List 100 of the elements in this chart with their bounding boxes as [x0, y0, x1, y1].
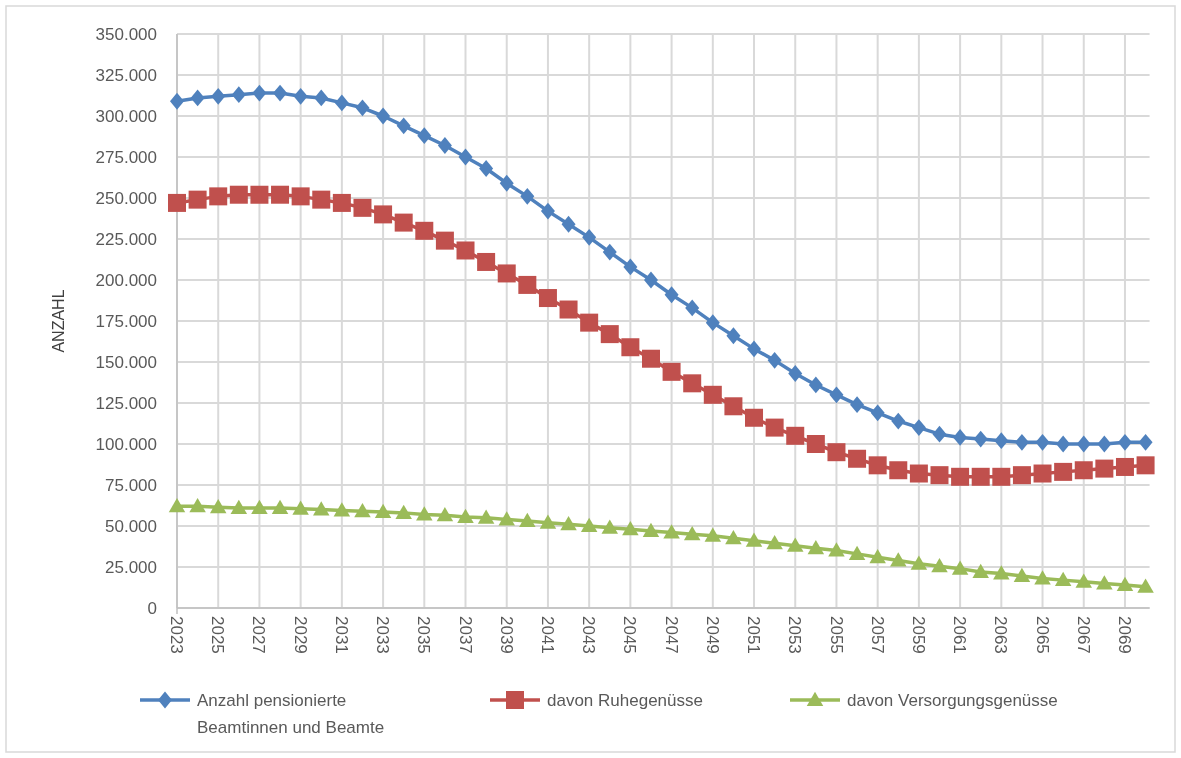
point [457, 508, 474, 523]
point [477, 252, 496, 271]
point [1074, 461, 1093, 480]
point [293, 87, 308, 105]
point [683, 374, 702, 393]
point [456, 241, 475, 260]
y-tick-label: 225.000 [95, 229, 157, 249]
x-tick-label: 2051 [744, 616, 764, 654]
x-tick-label: 2033 [373, 616, 393, 654]
x-tick-label: 2065 [1032, 616, 1052, 654]
point [1136, 456, 1155, 475]
point [1115, 457, 1134, 476]
point [271, 185, 290, 204]
y-tick-label: 200.000 [95, 270, 157, 290]
point [273, 84, 288, 102]
point [765, 418, 784, 437]
point [376, 107, 391, 125]
point [394, 213, 413, 232]
point [703, 385, 722, 404]
y-tick-label: 350.000 [95, 24, 157, 44]
point [994, 432, 1009, 450]
x-tick-label: 2041 [537, 616, 557, 654]
point [992, 467, 1011, 486]
point [1033, 464, 1052, 483]
point [229, 185, 248, 204]
point [1116, 576, 1134, 592]
point [827, 443, 846, 462]
point [685, 299, 700, 317]
point [230, 499, 248, 514]
point [951, 467, 970, 486]
point [953, 429, 968, 446]
point [868, 456, 887, 475]
point [704, 527, 722, 542]
point [251, 499, 268, 514]
x-tick-label: 2057 [867, 616, 887, 654]
point [560, 516, 577, 531]
point [766, 534, 783, 550]
point [190, 89, 205, 107]
point [582, 228, 597, 246]
point [622, 521, 639, 536]
point [250, 185, 269, 204]
x-tick-label: 2045 [620, 616, 640, 654]
x-tick-label: 2063 [991, 616, 1011, 654]
point [911, 419, 926, 436]
point [519, 512, 536, 528]
point [252, 84, 267, 102]
point [724, 397, 743, 416]
point [1076, 435, 1091, 453]
point [683, 525, 701, 541]
point [641, 349, 660, 368]
point [477, 509, 495, 524]
x-tick-label: 2067 [1073, 616, 1093, 654]
point [1012, 466, 1031, 485]
point [355, 99, 370, 117]
point [993, 565, 1010, 580]
point [271, 499, 289, 514]
x-tick-label: 2049 [702, 616, 722, 654]
point [580, 517, 598, 532]
point [189, 498, 206, 513]
point [848, 449, 867, 468]
y-tick-label: 325.000 [95, 65, 157, 85]
point [726, 327, 741, 345]
point [890, 552, 907, 567]
point [806, 435, 825, 453]
point [664, 286, 679, 304]
point [971, 467, 990, 486]
point [168, 498, 186, 513]
point [499, 174, 514, 192]
point [458, 148, 473, 166]
point [870, 404, 885, 422]
point [891, 412, 906, 430]
point [333, 502, 351, 517]
legend-label: davon Versorgungsgenüsse [847, 690, 1058, 710]
y-tick-label: 50.000 [105, 516, 157, 536]
x-tick-label: 2029 [290, 616, 310, 654]
x-tick-label: 2035 [414, 616, 434, 654]
point [1054, 462, 1073, 481]
point [209, 187, 228, 206]
y-tick-label: 25.000 [105, 557, 157, 577]
x-tick-label: 2069 [1115, 616, 1135, 654]
point [395, 504, 412, 519]
x-tick-label: 2061 [950, 616, 970, 654]
point [374, 205, 393, 224]
point [518, 275, 537, 294]
x-tick-label: 2027 [249, 616, 269, 654]
point [1137, 578, 1154, 593]
point [930, 466, 949, 485]
point [869, 548, 886, 564]
point [291, 187, 310, 206]
point [1054, 571, 1072, 587]
point [1013, 567, 1031, 583]
point [435, 231, 454, 250]
point [931, 557, 948, 573]
point [561, 215, 576, 233]
point [313, 501, 330, 516]
point [807, 539, 825, 555]
point [354, 502, 371, 518]
x-tick-label: 2023 [167, 616, 187, 654]
point [829, 386, 844, 404]
point [848, 545, 866, 560]
